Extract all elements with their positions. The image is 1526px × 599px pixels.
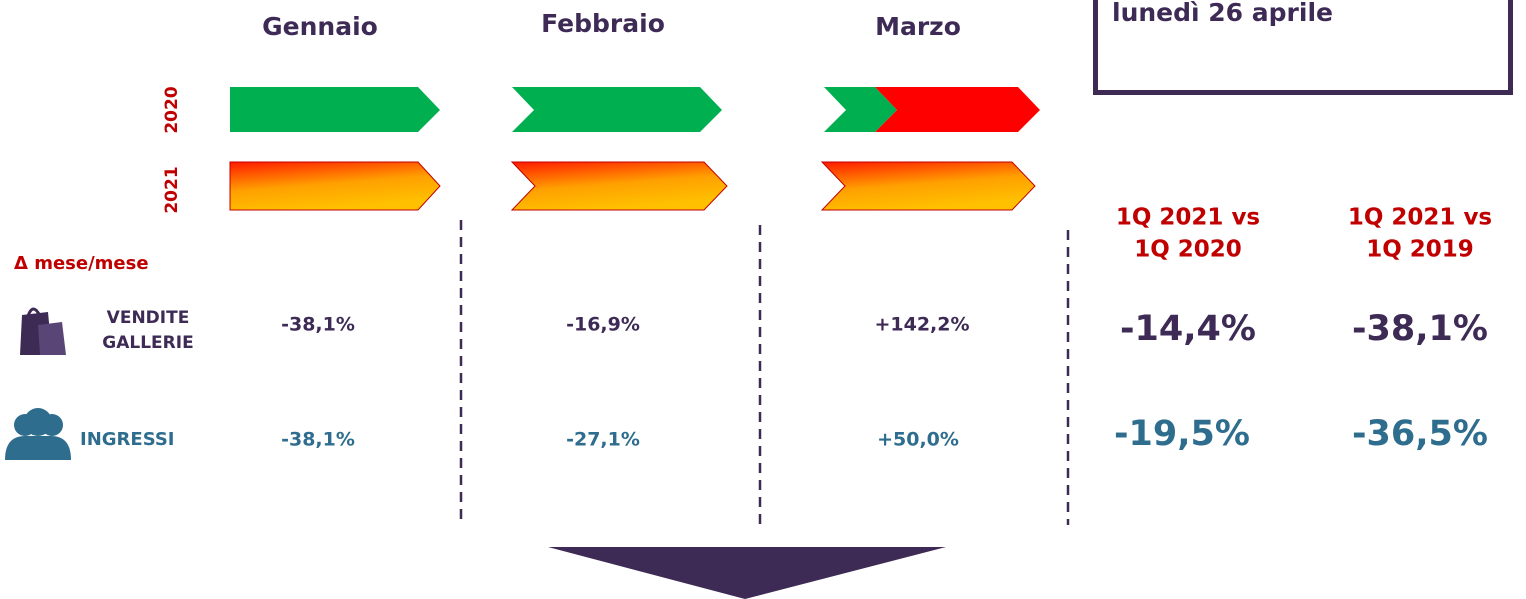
arrow (512, 87, 722, 132)
delta-label: Δ mese/mese (14, 253, 149, 274)
people-icon (5, 408, 71, 460)
monthly-value: -27,1% (566, 429, 640, 451)
month-label: Gennaio (262, 12, 378, 41)
dividers (459, 220, 1070, 525)
bag-icon (20, 307, 66, 355)
year-label: 2020 (162, 86, 182, 133)
row-label: VENDITE (107, 308, 190, 328)
note-box: giorni senza restrizioni da lunedì 26 ap… (1093, 0, 1513, 95)
month-label: Marzo (875, 12, 961, 41)
quarter-value: -36,5% (1352, 414, 1488, 454)
quarter-value: -14,4% (1120, 309, 1256, 349)
quarter-value: -38,1% (1352, 309, 1488, 349)
arrow (230, 87, 440, 132)
monthly-value: -38,1% (281, 429, 355, 451)
monthly-value: +142,2% (874, 314, 969, 336)
row-label: INGRESSI (80, 429, 175, 450)
year-label: 2021 (162, 166, 182, 213)
month-label: Febbraio (541, 9, 665, 38)
comparison-label: 1Q 2019 (1366, 237, 1474, 263)
arrow (824, 87, 897, 132)
arrow (510, 161, 728, 211)
comparison-label: 1Q 2020 (1134, 237, 1242, 263)
row-label: GALLERIE (102, 333, 193, 353)
comparison-label: 1Q 2021 vs (1116, 205, 1260, 231)
monthly-value: +50,0% (877, 429, 959, 451)
comparison-label: 1Q 2021 vs (1348, 205, 1492, 231)
arrow (820, 161, 1036, 211)
monthly-value: -38,1% (281, 314, 355, 336)
down-arrow (548, 547, 946, 599)
monthly-value: -16,9% (566, 314, 640, 336)
quarter-value: -19,5% (1114, 414, 1250, 454)
arrow (875, 87, 1040, 132)
arrow (229, 161, 441, 211)
